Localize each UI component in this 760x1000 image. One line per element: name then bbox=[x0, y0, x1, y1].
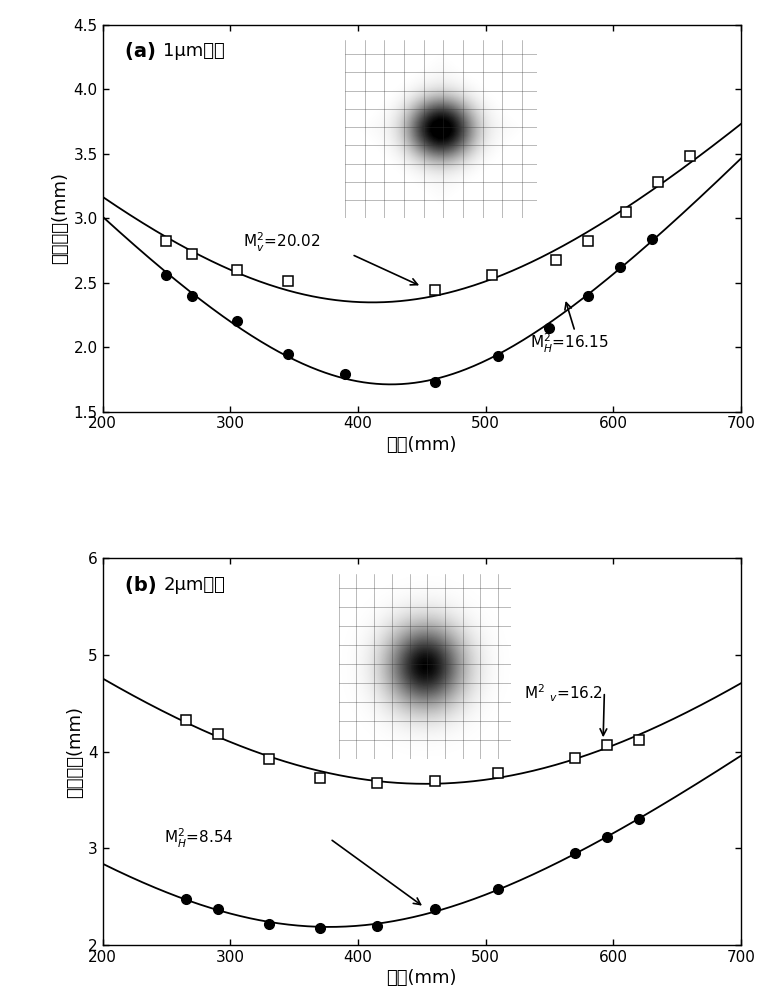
Text: 1μm光束: 1μm光束 bbox=[163, 42, 225, 60]
X-axis label: 位置(mm): 位置(mm) bbox=[387, 436, 457, 454]
Text: 2μm光束: 2μm光束 bbox=[163, 576, 225, 594]
Text: M$^2$ $_{v}$=16.2: M$^2$ $_{v}$=16.2 bbox=[524, 682, 603, 704]
Y-axis label: 光束直径(mm): 光束直径(mm) bbox=[52, 172, 69, 264]
X-axis label: 位置(mm): 位置(mm) bbox=[387, 969, 457, 987]
Text: (b): (b) bbox=[125, 576, 163, 595]
Text: M$^2_v$=20.02: M$^2_v$=20.02 bbox=[243, 231, 321, 254]
Text: M$^2_H$=16.15: M$^2_H$=16.15 bbox=[530, 332, 610, 355]
Text: (a): (a) bbox=[125, 42, 163, 61]
Text: M$^2_H$=8.54: M$^2_H$=8.54 bbox=[164, 827, 233, 850]
Y-axis label: 光束直径(mm): 光束直径(mm) bbox=[66, 706, 84, 798]
